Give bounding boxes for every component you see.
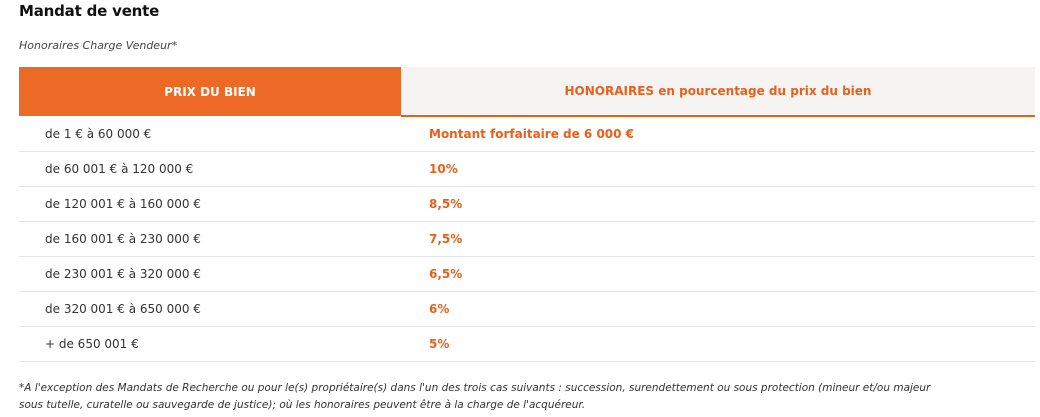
price-range-cell: + de 650 001 € — [19, 326, 401, 362]
fee-cell: Montant forfaitaire de 6 000 € — [401, 116, 1035, 152]
price-range-cell: de 230 001 € à 320 000 € — [19, 256, 401, 292]
page-title: Mandat de vente — [19, 2, 160, 20]
price-range-cell: de 1 € à 60 000 € — [19, 116, 401, 152]
page-subtitle: Honoraires Charge Vendeur* — [19, 39, 178, 52]
table-row: de 230 001 € à 320 000 € 6,5% — [19, 256, 1035, 292]
price-range-cell: de 120 001 € à 160 000 € — [19, 186, 401, 222]
fee-cell: 5% — [401, 326, 1035, 362]
fee-cell: 7,5% — [401, 221, 1035, 257]
fees-table: PRIX DU BIEN HONORAIRES en pourcentage d… — [19, 67, 1035, 362]
table-header-row: PRIX DU BIEN HONORAIRES en pourcentage d… — [19, 67, 1035, 117]
fees-column-header: HONORAIRES en pourcentage du prix du bie… — [401, 67, 1035, 117]
fee-cell: 6,5% — [401, 256, 1035, 292]
table-row: + de 650 001 € 5% — [19, 326, 1035, 362]
footnote-line: *A l'exception des Mandats de Recherche … — [19, 382, 931, 394]
footnote: *A l'exception des Mandats de Recherche … — [19, 380, 1029, 414]
price-range-cell: de 320 001 € à 650 000 € — [19, 291, 401, 327]
fee-cell: 6% — [401, 291, 1035, 327]
table-row: de 60 001 € à 120 000 € 10% — [19, 151, 1035, 187]
price-column-header: PRIX DU BIEN — [19, 67, 401, 116]
fee-cell: 8,5% — [401, 186, 1035, 222]
price-range-cell: de 60 001 € à 120 000 € — [19, 151, 401, 187]
price-range-cell: de 160 001 € à 230 000 € — [19, 221, 401, 257]
table-row: de 120 001 € à 160 000 € 8,5% — [19, 186, 1035, 222]
table-row: de 1 € à 60 000 € Montant forfaitaire de… — [19, 116, 1035, 152]
fee-cell: 10% — [401, 151, 1035, 187]
table-row: de 160 001 € à 230 000 € 7,5% — [19, 221, 1035, 257]
footnote-line: sous tutelle, curatelle ou sauvegarde de… — [19, 399, 586, 411]
table-row: de 320 001 € à 650 000 € 6% — [19, 291, 1035, 327]
